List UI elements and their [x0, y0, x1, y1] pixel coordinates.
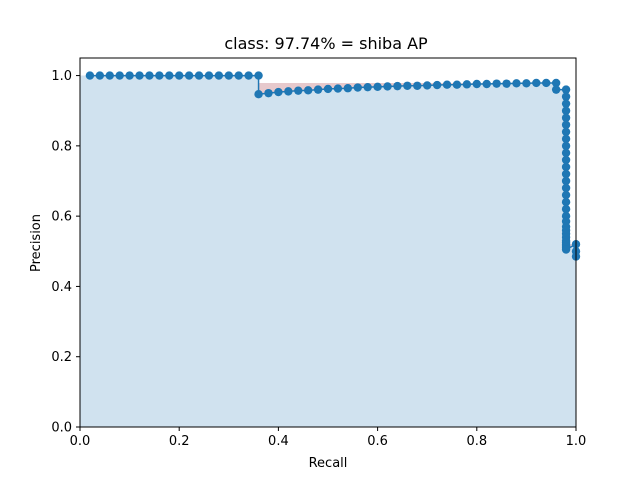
data-point [561, 134, 571, 144]
data-point [135, 71, 144, 80]
data-point [274, 87, 283, 97]
y-tick-label: 0.8 [51, 139, 72, 154]
data-point [333, 84, 343, 93]
data-point [561, 245, 571, 254]
data-point [561, 197, 571, 207]
data-point [561, 204, 571, 214]
data-point [462, 80, 472, 89]
data-point [561, 85, 571, 94]
x-tick-label: 0.4 [268, 434, 289, 449]
data-point [542, 78, 551, 88]
data-point [561, 155, 571, 165]
axes-frame [79, 57, 577, 428]
data-point [194, 71, 204, 80]
data-point [413, 81, 422, 90]
data-point [492, 79, 501, 88]
data-point [115, 71, 124, 80]
data-point [145, 71, 154, 80]
y-axis-label: Precision [29, 214, 44, 272]
data-point [363, 82, 372, 92]
data-point [313, 85, 323, 94]
data-point [561, 148, 571, 158]
data-point [502, 79, 511, 88]
x-tick-label: 0.2 [169, 434, 190, 449]
data-point [204, 71, 214, 80]
data-point [155, 71, 164, 80]
data-point [561, 183, 571, 193]
data-point [303, 86, 313, 95]
y-tick-label: 1.0 [51, 69, 72, 84]
data-point [551, 78, 561, 88]
x-axis-label: Recall [309, 456, 348, 471]
data-point [472, 79, 481, 89]
data-point [561, 190, 571, 200]
data-point [561, 120, 571, 129]
data-point [561, 113, 571, 122]
data-point [561, 99, 571, 108]
data-point [224, 71, 233, 80]
data-point [452, 80, 462, 89]
data-point [482, 79, 491, 89]
data-point [383, 82, 392, 91]
data-point [393, 81, 402, 91]
data-point [184, 71, 194, 80]
data-point [522, 79, 531, 88]
data-point [551, 85, 561, 94]
data-point [244, 71, 253, 80]
y-tick-label: 0.0 [51, 421, 72, 436]
data-point [254, 89, 263, 99]
data-point [234, 71, 243, 80]
x-tick-label: 0.0 [70, 434, 91, 449]
data-point [561, 92, 571, 101]
data-point [403, 81, 412, 90]
x-tick-label: 1.0 [566, 434, 587, 449]
plot-area: 0.0 0.2 0.4 0.6 0.8 1.0 0.0 0.2 0.4 0.6 0.8 1.0 [51, 57, 587, 449]
data-point [561, 106, 571, 115]
data-point [561, 169, 571, 179]
data-point [432, 80, 442, 90]
data-point [561, 162, 571, 172]
data-point [343, 84, 353, 93]
data-point [512, 79, 521, 88]
data-point [294, 86, 303, 95]
data-point [561, 176, 571, 186]
data-point [214, 71, 224, 80]
chart-title: class: 97.74% = shiba AP [224, 34, 428, 53]
y-tick-label: 0.4 [51, 280, 72, 295]
data-point [125, 71, 134, 80]
data-point [254, 71, 263, 80]
data-point [165, 71, 174, 80]
data-point [561, 141, 571, 151]
x-tick-label: 0.6 [367, 434, 388, 449]
data-point [561, 127, 571, 136]
x-tick-label: 0.8 [466, 434, 487, 449]
data-point [105, 71, 114, 80]
pr-area-fill [80, 75, 576, 428]
data-point [353, 83, 362, 92]
data-point [95, 71, 105, 80]
y-tick-label: 0.2 [51, 350, 72, 365]
data-point [175, 71, 184, 80]
data-point [532, 78, 541, 88]
data-point [323, 84, 333, 94]
data-point [423, 81, 432, 90]
y-tick-label: 0.6 [51, 210, 72, 225]
data-point [373, 82, 382, 92]
data-point [284, 87, 293, 96]
data-point [264, 88, 273, 98]
data-point [85, 71, 95, 80]
data-point [442, 80, 452, 89]
